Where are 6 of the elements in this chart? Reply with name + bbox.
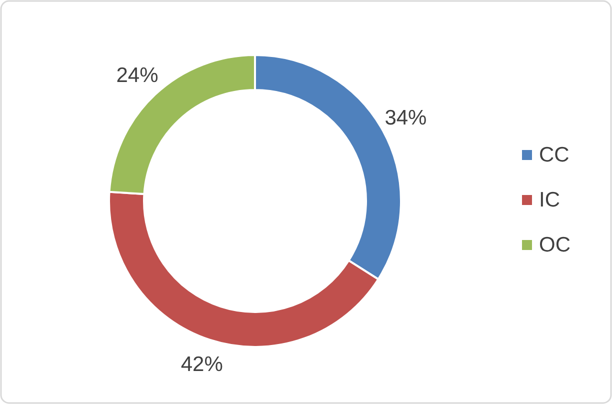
legend-label: IC: [539, 188, 560, 212]
legend-label: CC: [539, 144, 570, 166]
data-label: 24%: [116, 64, 158, 88]
data-label: 34%: [384, 106, 427, 130]
data-label: 42%: [180, 353, 223, 376]
legend-label: OC: [539, 234, 570, 256]
